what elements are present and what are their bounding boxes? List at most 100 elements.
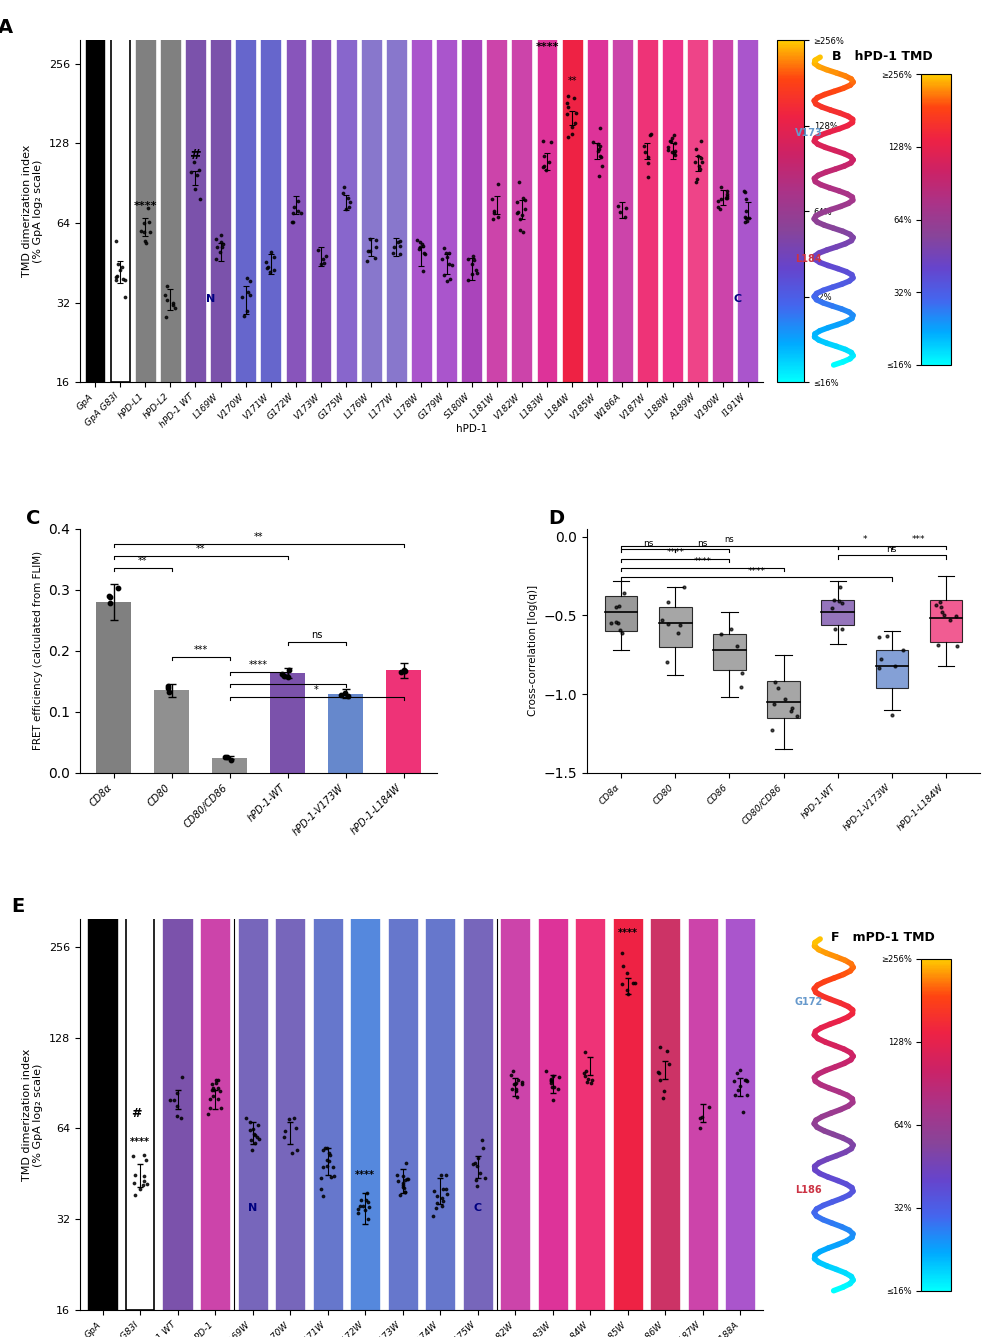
Text: C: C (474, 1202, 482, 1213)
Point (321, 1151, 337, 1173)
Point (615, 956, 631, 977)
Point (826, 590, 842, 611)
Point (486, 201, 502, 222)
Point (162, 1088, 178, 1110)
Point (789, 705, 805, 726)
Point (389, 1165, 405, 1186)
Point (350, 1198, 366, 1219)
Point (82, 167, 98, 189)
Point (137, 230, 153, 251)
Point (167, 297, 183, 318)
Point (887, 655, 903, 677)
Text: hPD-1: hPD-1 (456, 424, 487, 435)
Text: ****: **** (134, 201, 157, 211)
Point (564, 123, 580, 144)
Text: V173: V173 (795, 128, 822, 138)
Point (210, 1088, 226, 1110)
Point (514, 1071, 530, 1092)
Point (506, 1072, 522, 1094)
Point (425, 1205, 441, 1226)
Point (139, 1173, 155, 1194)
Text: ****: **** (618, 928, 638, 937)
Point (536, 144, 552, 166)
Bar (930, 599, 962, 642)
Point (566, 87, 582, 108)
Text: ****: **** (666, 548, 684, 558)
Point (210, 1076, 226, 1098)
Point (642, 124, 658, 146)
Point (692, 1107, 708, 1128)
Text: D: D (548, 509, 564, 528)
Text: ns: ns (725, 535, 734, 544)
Point (738, 1070, 754, 1091)
Point (832, 576, 848, 598)
Text: *: * (285, 673, 290, 682)
Bar (487, 0, 506, 382)
Point (560, 96, 576, 118)
Point (169, 1095, 185, 1116)
Point (205, 1076, 221, 1098)
Point (640, 167, 656, 189)
Point (559, 103, 575, 124)
Point (590, 134, 606, 155)
Point (664, 142, 680, 163)
Point (637, 142, 653, 163)
Point (652, 1036, 668, 1058)
Y-axis label: FRET efficiency (calculated from FLIM): FRET efficiency (calculated from FLIM) (33, 551, 43, 750)
Point (932, 591, 948, 612)
Point (236, 305, 252, 326)
Point (577, 1064, 593, 1086)
Point (687, 151, 703, 172)
Point (766, 694, 782, 715)
Point (551, 1066, 567, 1087)
Point (350, 1203, 366, 1225)
Point (474, 1130, 490, 1151)
Bar (614, 622, 642, 1310)
Point (435, 1178, 451, 1199)
Bar (738, 0, 757, 382)
Point (460, 249, 476, 270)
Point (667, 140, 683, 162)
Point (353, 1190, 369, 1211)
Point (468, 1170, 484, 1191)
Bar (239, 769, 267, 1310)
Point (592, 146, 608, 167)
Bar (713, 0, 732, 382)
Point (352, 1195, 368, 1217)
Point (322, 1144, 338, 1166)
Point (741, 207, 757, 229)
Point (251, 1128, 267, 1150)
Bar (111, 0, 130, 382)
Bar (821, 599, 854, 624)
Point (266, 259, 282, 281)
Point (732, 1059, 748, 1080)
Point (512, 209, 528, 230)
Point (409, 230, 425, 251)
Text: G172: G172 (795, 997, 823, 1007)
Bar (713, 634, 746, 670)
Point (290, 191, 306, 213)
Point (650, 1062, 666, 1083)
Bar (86, 0, 104, 382)
Point (439, 246, 455, 267)
Point (360, 241, 376, 262)
Bar (613, 0, 632, 382)
Point (397, 1169, 413, 1190)
Point (719, 180, 735, 202)
Point (87, 172, 103, 194)
Point (160, 678, 176, 699)
Point (281, 659, 297, 681)
Point (692, 1118, 708, 1139)
Point (289, 1139, 305, 1161)
Bar (136, 0, 155, 382)
Text: C: C (734, 294, 742, 303)
Point (824, 598, 840, 619)
Point (266, 246, 282, 267)
Point (223, 749, 239, 770)
Text: ***: *** (912, 535, 926, 544)
Point (543, 1070, 559, 1091)
Point (713, 189, 729, 210)
Point (313, 253, 329, 274)
Point (559, 92, 575, 114)
Point (337, 682, 353, 703)
